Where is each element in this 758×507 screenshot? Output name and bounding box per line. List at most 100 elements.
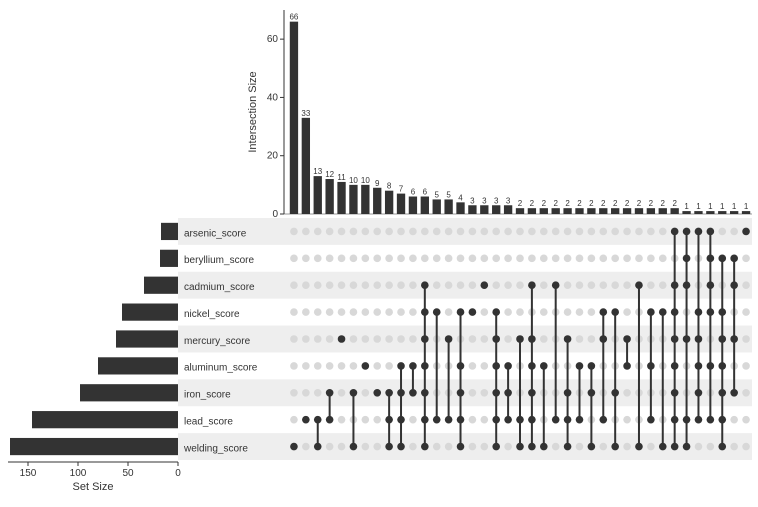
matrix-dot-inactive [552,255,560,263]
matrix-dot-inactive [314,362,322,370]
matrix-dot-inactive [385,228,393,236]
matrix-dot-inactive [516,281,524,289]
intersection-value: 1 [696,202,701,211]
matrix-dot-active [742,228,750,236]
matrix-dot-inactive [576,228,584,236]
matrix-dot-inactive [338,362,346,370]
matrix-dot-inactive [302,308,310,316]
set-size-bar [161,223,178,240]
matrix-dot-inactive [362,443,370,451]
intersection-value: 11 [337,173,346,182]
intersection-value: 2 [601,199,606,208]
intersection-value: 2 [649,199,654,208]
matrix-dot-inactive [647,443,655,451]
matrix-dot-inactive [742,416,750,424]
matrix-dot-inactive [338,228,346,236]
intersection-value: 5 [446,190,451,199]
matrix-dot-inactive [659,255,667,263]
intersection-value: 3 [506,196,511,205]
intersection-bar [587,208,595,214]
matrix-dot-inactive [302,255,310,263]
intersection-bar [337,182,345,214]
matrix-dot-inactive [730,416,738,424]
matrix-dot-inactive [742,389,750,397]
matrix-dot-inactive [481,362,489,370]
intersection-value: 3 [482,196,487,205]
matrix-dot-inactive [635,255,643,263]
upset-plot: arsenic_scoreberyllium_scorecadmium_scor… [0,0,758,502]
intersection-bar [635,208,643,214]
set-size-bar [122,304,178,321]
matrix-dot-inactive [373,308,381,316]
intersection-value: 2 [542,199,547,208]
intersection-bar [528,208,536,214]
matrix-dot-inactive [385,335,393,343]
matrix-dot-inactive [588,255,596,263]
intersection-value: 6 [423,188,428,197]
intersection-value: 5 [434,190,439,199]
intersection-bar [706,211,714,214]
matrix-dot-inactive [409,281,417,289]
matrix-dot-inactive [623,389,631,397]
matrix-dot-inactive [623,443,631,451]
intersection-value: 1 [684,202,689,211]
intersection-bar [575,208,583,214]
matrix-dot-inactive [290,416,298,424]
intersection-bar [504,205,512,214]
matrix-dot-inactive [481,443,489,451]
matrix-dot-inactive [409,443,417,451]
set-size-bar [10,438,178,455]
intersection-bar [730,211,738,214]
matrix-dot-inactive [373,443,381,451]
intersection-value: 2 [553,199,558,208]
matrix-dot-inactive [326,255,334,263]
matrix-dot-inactive [397,255,405,263]
matrix-dot-active [302,416,310,424]
matrix-dot-inactive [302,443,310,451]
intersection-bar [444,199,452,214]
intersection-bar [659,208,667,214]
matrix-dot-inactive [421,228,429,236]
matrix-dot-inactive [350,228,358,236]
matrix-dot-active [481,281,489,289]
intersection-bar [433,199,441,214]
matrix-dot-inactive [421,255,429,263]
set-axis-tick: 100 [70,468,87,479]
intersection-value: 6 [411,188,416,197]
matrix-dot-inactive [611,228,619,236]
set-axis-tick: 0 [175,468,181,479]
matrix-dot-inactive [599,443,607,451]
intersection-value: 2 [613,199,618,208]
matrix-dot-inactive [338,389,346,397]
intersection-bar [385,191,393,214]
intersection-bar [516,208,524,214]
matrix-dot-inactive [409,308,417,316]
matrix-dot-active [290,443,298,451]
intersection-value: 8 [387,182,392,191]
matrix-dot-inactive [730,228,738,236]
matrix-dot-inactive [314,255,322,263]
matrix-dot-inactive [481,416,489,424]
matrix-dot-active [338,335,346,343]
intersection-value: 10 [361,176,370,185]
matrix-dot-inactive [290,228,298,236]
matrix-dot-inactive [469,281,477,289]
set-label: arsenic_score [184,228,247,239]
matrix-dot-inactive [504,335,512,343]
intersection-bar [742,211,750,214]
int-axis-tick: 20 [267,151,279,162]
matrix-dot-inactive [469,416,477,424]
intersection-bar [361,185,369,214]
matrix-dot-inactive [492,228,500,236]
matrix-dot-inactive [576,255,584,263]
matrix-dot-inactive [362,281,370,289]
matrix-dot-inactive [362,308,370,316]
matrix-dot-inactive [290,308,298,316]
matrix-dot-active [469,308,477,316]
set-label: lead_score [184,417,233,428]
matrix-dot-inactive [528,255,536,263]
matrix-dot-inactive [409,416,417,424]
intersection-bar [623,208,631,214]
intersection-bar [647,208,655,214]
intersection-bar [694,211,702,214]
